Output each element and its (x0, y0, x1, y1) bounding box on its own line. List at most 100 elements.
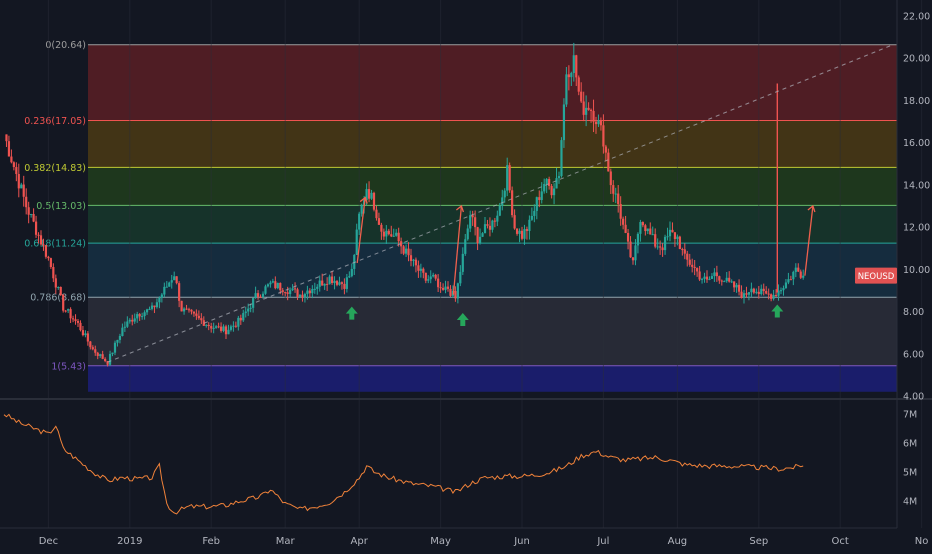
secondary-pane: 7M 6M 5M 4M (3, 409, 917, 515)
candle-body (417, 265, 420, 271)
symbol-badge-label: NEOUSD (858, 272, 895, 282)
candle-body (202, 320, 205, 326)
buy-marker-icon (345, 306, 358, 320)
time-tick-label: Jul (596, 536, 609, 547)
candle-body (789, 279, 792, 281)
candle-body (513, 215, 516, 229)
candle-body (802, 275, 805, 278)
candle-body (180, 300, 183, 312)
trend-line (107, 44, 894, 363)
fib-zone (88, 120, 897, 168)
candle-body (619, 203, 622, 219)
candle-body (318, 280, 321, 287)
candle-body (582, 101, 585, 115)
candle-body (644, 225, 647, 232)
candle-body (745, 293, 748, 295)
candle-body (654, 234, 657, 247)
candle-body (182, 308, 186, 312)
candle-body (700, 278, 704, 280)
candle-body (511, 190, 514, 216)
candle-body (528, 219, 531, 231)
fib-level-label: 0.618(11.24) (24, 239, 86, 250)
candle-body (612, 185, 615, 194)
candle-body (676, 236, 679, 239)
candle-body (483, 224, 487, 234)
candle-body (308, 290, 311, 294)
candle-body (148, 308, 151, 310)
fib-level-label: 0.786(8.68) (30, 293, 86, 304)
candle-body (328, 276, 331, 285)
candle-body (767, 293, 770, 295)
candle-body (705, 276, 709, 280)
candle-body (765, 291, 768, 294)
candle-body (740, 291, 743, 298)
candle-body (686, 253, 689, 260)
candle-body (192, 311, 196, 314)
candle-body (113, 342, 117, 353)
candle-body (360, 204, 363, 214)
candle-body (247, 308, 250, 312)
candle-body (84, 333, 87, 336)
candle-body (506, 165, 509, 191)
time-tick-label: Feb (202, 536, 220, 547)
projection-arrow (356, 197, 366, 264)
candle-body (44, 245, 48, 257)
candle-body (604, 146, 607, 153)
fib-zone (88, 297, 897, 366)
secondary-tick-label: 4M (903, 496, 917, 507)
candle-body (136, 314, 139, 319)
candle-body (464, 239, 467, 254)
candle-body (624, 224, 627, 233)
candle-body (155, 302, 159, 308)
candle-body (631, 257, 635, 261)
candle-body (306, 290, 309, 294)
candle-body (301, 294, 304, 298)
candle-body (713, 272, 716, 277)
time-tick-label: Mar (276, 536, 296, 547)
candle-body (737, 284, 741, 292)
candle-body (412, 259, 415, 261)
candle-body (735, 284, 738, 288)
candle-body (486, 224, 489, 226)
candle-body (200, 318, 203, 321)
secondary-tick-label: 7M (903, 409, 917, 420)
candle-body (708, 278, 711, 280)
secondary-tick-label: 5M (903, 467, 917, 478)
candle-body (375, 209, 378, 219)
candle-body (607, 152, 610, 172)
candle-body (560, 140, 563, 177)
candle-body (474, 217, 477, 228)
candle-body (567, 74, 570, 78)
candle-body (540, 191, 543, 201)
candle-body (123, 326, 126, 328)
candle-body (232, 325, 235, 327)
candle-body (572, 55, 575, 74)
candle-body (293, 288, 297, 290)
candle-body (178, 283, 181, 301)
candle-body (313, 288, 316, 290)
candle-body (592, 110, 595, 122)
candle-body (165, 286, 168, 288)
candle-body (54, 278, 57, 288)
candle-body (343, 283, 346, 289)
candle-body (585, 107, 588, 115)
candle-body (557, 176, 561, 179)
candle-body (143, 312, 146, 317)
candle-body (518, 230, 521, 234)
candle-body (370, 192, 373, 199)
candle-body (104, 358, 107, 362)
candle-body (335, 280, 339, 285)
candle-body (501, 197, 504, 206)
candle-body (195, 313, 198, 316)
candle-body (523, 229, 526, 239)
time-tick-label: Dec (39, 536, 58, 547)
candle-body (224, 326, 228, 335)
candle-body (42, 244, 45, 246)
candle-body (244, 311, 247, 314)
candle-body (269, 282, 272, 285)
candle-body (289, 290, 292, 294)
candle-body (678, 236, 681, 250)
